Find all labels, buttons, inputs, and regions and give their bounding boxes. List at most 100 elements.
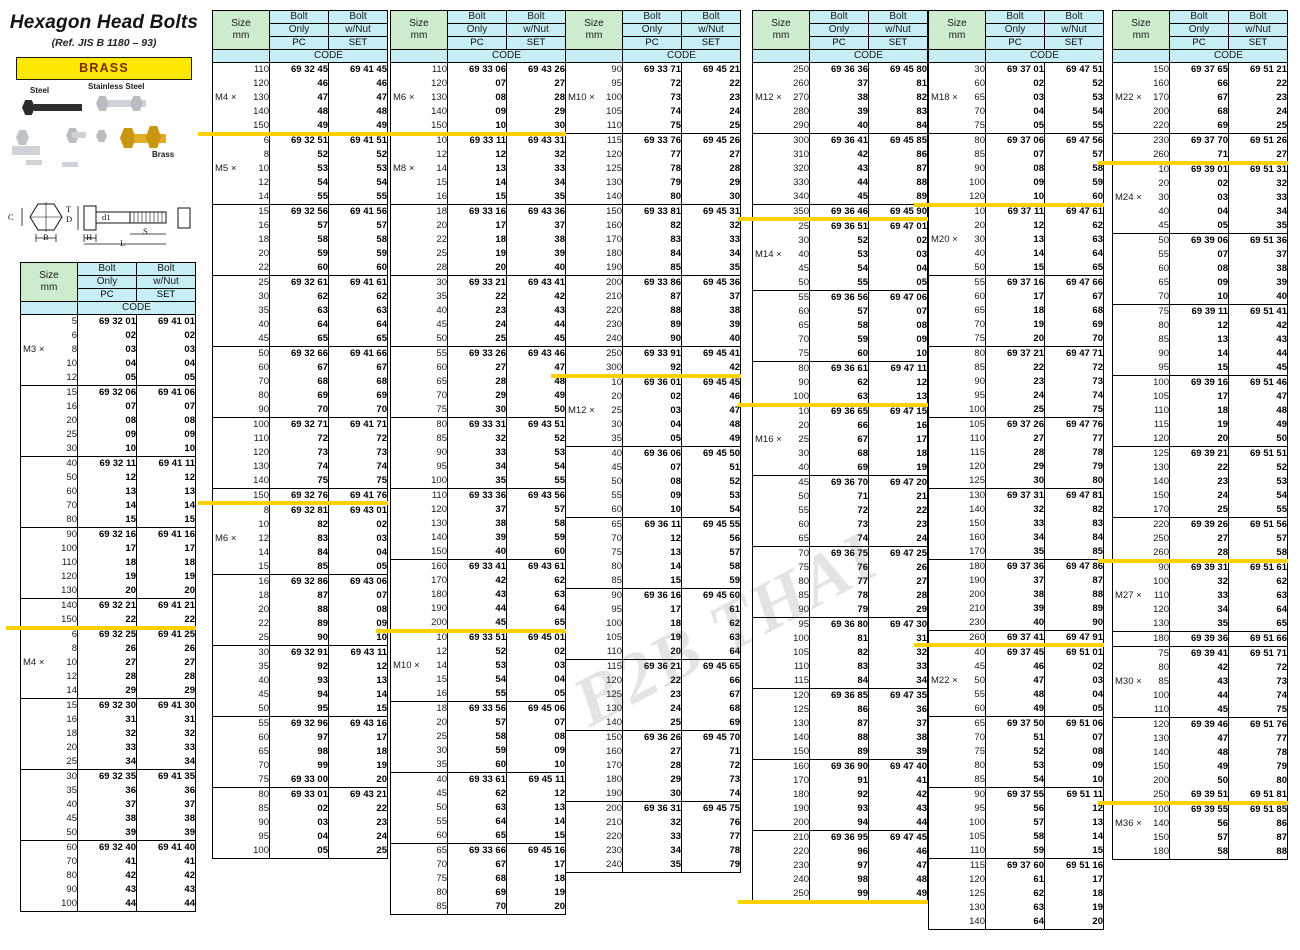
spec-table-col-7: Size mm Bolt Bolt Only w/Nut PC SET CODE 150 69 3… [1112,10,1288,860]
cell-code-pc: 30 [622,787,682,802]
cell-code-set: 60 [506,545,566,560]
cell-size: 100 [928,403,986,418]
cell-code-set: 38 [868,731,928,745]
dim-label-B: B [43,232,49,242]
cell-code-set: 14 [506,815,566,829]
thread-label: M8 × [393,163,415,174]
cell-code-pc: 09 [77,428,137,442]
cell-code-pc: 68 [809,447,869,461]
cell-code-set: 52 [681,475,741,489]
cell-size: 60 [928,290,986,304]
cell-code-pc: 57 [269,219,329,233]
cell-code-pc: 44 [77,897,137,912]
cell-size: 70 [1112,290,1170,305]
table-row: 60 08 38 [1112,262,1288,276]
table-row: M14 × 40 53 03 [752,248,928,262]
cell-size: 85 [928,773,986,788]
cell-size: 190 [565,261,623,276]
cell-code-pc: 02 [985,77,1045,91]
cell-size: 12 [20,371,78,386]
table-row: 240 98 48 [752,873,928,887]
table-row: M6 × 12 83 03 [212,532,388,546]
cell-code-pc: 17 [1169,390,1229,404]
table-row: 110 69 32 45 69 41 45 [212,62,388,77]
table-row: 10 69 36 65 69 47 15 [752,404,928,419]
cell-code-pc: 07 [77,400,137,414]
table-row: 70 12 56 [565,532,741,546]
table-row: M12 × 25 03 47 [565,404,741,418]
cell-code-set: 27 [681,148,741,162]
cell-code-set: 22 [328,802,388,816]
cell-code-set: 48 [868,873,928,887]
cell-size: 55 [752,504,810,518]
table-row: M6 × 130 08 28 [390,91,566,105]
cell-size: 330 [752,176,810,190]
cell-size: 100 [1112,375,1170,390]
cell-code-set: 63 [681,631,741,645]
table-row: 28 20 40 [390,261,566,276]
table-row: 110 72 72 [212,432,388,446]
cell-size: 40 [565,446,623,461]
cell-code-pc: 12 [447,148,507,162]
cell-code-pc: 95 [269,702,329,717]
cell-code-set: 73 [1044,375,1104,389]
cell-code-pc: 33 [77,741,137,755]
table-row: 115 69 37 60 69 51 16 [928,858,1104,873]
cell-code-set: 69 43 11 [328,645,388,660]
cell-code-set: 82 [868,91,928,105]
table-row: 80 69 33 01 69 43 21 [212,787,388,802]
table-row: 190 37 87 [928,574,1104,588]
cell-code-pc: 69 37 45 [985,645,1045,660]
cell-code-pc: 69 [269,389,329,403]
cell-size: M30 × 85 [1112,675,1170,689]
table-row: 120 37 57 [390,503,566,517]
cell-code-set: 08 [506,730,566,744]
cell-code-set: 39 [1228,276,1288,290]
table-row: 150 33 83 [928,517,1104,531]
cell-size: 130 [565,702,623,716]
cell-code-set: 69 41 25 [136,627,196,642]
cell-size: 35 [20,784,78,798]
cell-code-set: 69 41 06 [136,385,196,400]
spec-table-col-6: Size mm Bolt Bolt Only w/Nut PC SET CODE 30 69 37… [928,10,1104,930]
cell-code-pc: 04 [622,418,682,432]
cell-code-set: 81 [868,77,928,91]
cell-code-set: 84 [868,119,928,134]
header-set: SET [681,36,741,50]
brass-nut-icon [146,126,161,148]
small-nut-icon [96,130,107,142]
table-row: 80 53 09 [928,759,1104,773]
table-row: 160 82 32 [565,219,741,233]
table-row: 130 74 74 [212,460,388,474]
cell-size: 35 [212,304,270,318]
table-row: 45 38 38 [20,812,196,826]
cell-code-set: 47 [681,404,741,418]
header-code-spacer [1112,49,1170,63]
cell-code-set: 78 [1044,446,1104,460]
cell-code-set: 17 [1044,873,1104,887]
cell-size: 85 [928,148,986,162]
cell-code-pc: 69 37 16 [985,275,1045,290]
cell-code-set: 05 [328,560,388,575]
cell-code-set: 85 [1044,545,1104,560]
cell-size: M18 × 65 [928,91,986,105]
table-row: M16 × 25 67 17 [752,433,928,447]
table-row: 140 88 38 [752,731,928,745]
cell-size: 40 [20,798,78,812]
cell-code-pc: 73 [809,518,869,532]
table-row: 150 69 37 65 69 51 21 [1112,62,1288,77]
table-row: 90 70 70 [212,403,388,418]
cell-size: 40 [390,772,448,787]
cell-code-pc: 69 36 26 [622,730,682,745]
cell-code-set: 34 [1228,205,1288,219]
cell-code-pc: 60 [269,261,329,276]
cell-code-pc: 88 [622,304,682,318]
cell-code-set: 66 [681,674,741,688]
table-row: 200 50 80 [1112,774,1288,788]
cell-size: 90 [752,603,810,618]
table-row: 220 69 25 [1112,119,1288,134]
cell-code-set: 75 [1044,403,1104,418]
cell-code-pc: 87 [809,717,869,731]
cell-code-set: 72 [1228,661,1288,675]
product-header-panel: Hexagon Head Bolts (Ref. JIS B 1180 – 93… [0,0,208,258]
